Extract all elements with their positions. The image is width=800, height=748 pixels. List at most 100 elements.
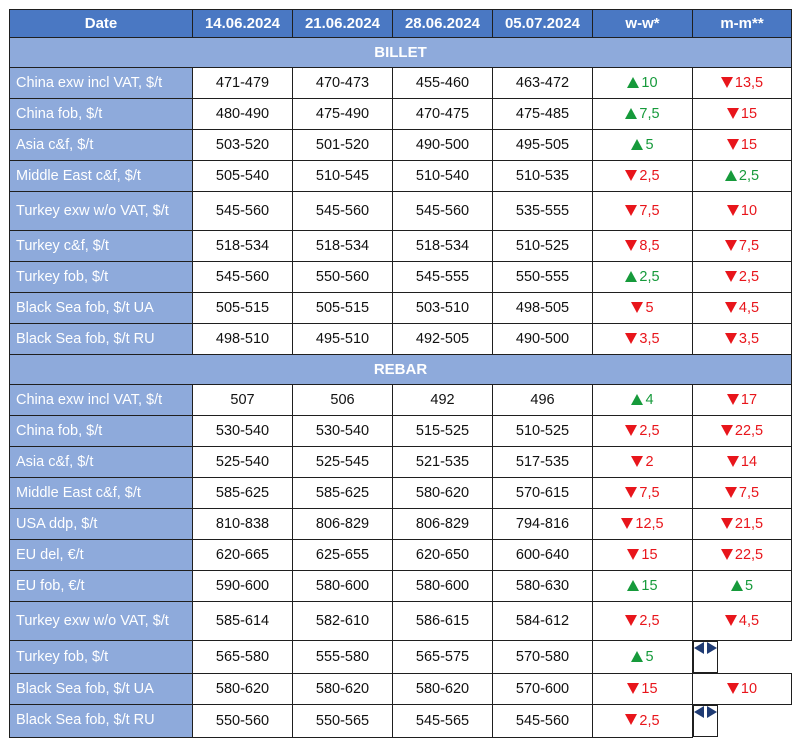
row-label: China fob, $/t bbox=[9, 415, 193, 447]
price-cell: 582-610 bbox=[292, 601, 393, 641]
triangle-down-icon bbox=[631, 455, 644, 467]
month-change-cell: 15 bbox=[692, 98, 792, 130]
change-value: 5 bbox=[645, 300, 654, 316]
table-row: China fob, $/t 530-540 530-540 515-525 510-5… bbox=[9, 415, 792, 447]
price-cell: 496 bbox=[492, 384, 593, 416]
triangle-down-icon bbox=[625, 424, 638, 436]
price-cell: 550-565 bbox=[292, 704, 393, 738]
week-change-cell: 2,5 bbox=[592, 261, 693, 293]
price-cell: 475-490 bbox=[292, 98, 393, 130]
price-cell: 555-580 bbox=[292, 640, 393, 674]
price-cell: 510-525 bbox=[492, 230, 593, 262]
price-cell: 455-460 bbox=[392, 67, 493, 99]
week-change-cell: 2,5 bbox=[592, 160, 693, 192]
month-change-cell: 15 bbox=[692, 129, 792, 161]
price-cell: 518-534 bbox=[392, 230, 493, 262]
price-table: Date 14.06.2024 21.06.2024 28.06.2024 05… bbox=[9, 9, 792, 738]
month-change-cell: 22,5 bbox=[692, 539, 792, 571]
month-change-cell: 2,5 bbox=[692, 160, 792, 192]
change-value: 5 bbox=[744, 578, 754, 594]
price-cell: 584-612 bbox=[492, 601, 593, 641]
change-value: 4,5 bbox=[738, 613, 760, 629]
triangle-down-icon bbox=[720, 76, 733, 88]
price-cell: 625-655 bbox=[292, 539, 393, 571]
table-row: Turkey c&f, $/t 518-534 518-534 518-534 510-… bbox=[9, 230, 792, 262]
month-change-cell: 10 bbox=[692, 673, 792, 705]
change-value: 2 bbox=[645, 454, 654, 470]
price-cell: 545-565 bbox=[392, 704, 493, 738]
price-cell: 545-560 bbox=[292, 191, 393, 231]
price-cell: 545-560 bbox=[192, 261, 293, 293]
price-cell: 463-472 bbox=[492, 67, 593, 99]
price-cell: 480-490 bbox=[192, 98, 293, 130]
price-cell: 490-500 bbox=[392, 129, 493, 161]
triangle-down-icon bbox=[627, 682, 640, 694]
table-row: China exw incl VAT, $/t 507 506 492 496 4 17 bbox=[9, 384, 792, 416]
price-cell: 525-545 bbox=[292, 446, 393, 478]
month-change-cell: 10 bbox=[692, 191, 792, 231]
table-row: Turkey exw w/o VAT, $/t 585-614 582-610 586… bbox=[9, 601, 792, 641]
month-change-cell: 7,5 bbox=[692, 477, 792, 509]
price-cell: 470-473 bbox=[292, 67, 393, 99]
change-value: 5 bbox=[645, 137, 654, 153]
header-date-3: 28.06.2024 bbox=[392, 9, 493, 38]
month-change-cell: 2,5 bbox=[692, 261, 792, 293]
change-value: 10 bbox=[641, 75, 658, 91]
price-cell: 580-600 bbox=[392, 570, 493, 602]
price-cell: 585-625 bbox=[292, 477, 393, 509]
change-value: 10 bbox=[740, 681, 758, 697]
row-label: Black Sea fob, $/t RU bbox=[9, 323, 193, 355]
change-value: 21,5 bbox=[734, 516, 764, 532]
table-row: Turkey fob, $/t 565-580 555-580 565-575 570-… bbox=[9, 640, 792, 674]
price-cell: 475-485 bbox=[492, 98, 593, 130]
row-label: China fob, $/t bbox=[9, 98, 193, 130]
triangle-up-icon bbox=[730, 579, 743, 591]
change-value: 2,5 bbox=[639, 423, 660, 439]
month-change-cell: 7,5 bbox=[692, 230, 792, 262]
price-cell: 590-600 bbox=[192, 570, 293, 602]
table-row: EU fob, €/t 590-600 580-600 580-600 580-630 1… bbox=[9, 570, 792, 602]
change-value: 2,5 bbox=[738, 269, 760, 285]
price-cell: 565-575 bbox=[392, 640, 493, 674]
price-cell: 620-665 bbox=[192, 539, 293, 571]
week-change-cell: 3,5 bbox=[592, 323, 693, 355]
week-change-cell: 10 bbox=[592, 67, 693, 99]
price-cell: 580-620 bbox=[292, 673, 393, 705]
triangle-down-icon bbox=[724, 239, 737, 251]
price-cell: 806-829 bbox=[292, 508, 393, 540]
change-value: 5 bbox=[645, 649, 654, 665]
price-cell: 585-614 bbox=[192, 601, 293, 641]
triangle-down-icon bbox=[621, 517, 634, 529]
section-row: REBAR bbox=[9, 354, 792, 385]
header-date: Date bbox=[9, 9, 193, 38]
triangle-down-icon bbox=[726, 138, 739, 150]
change-value: 7,5 bbox=[639, 485, 660, 501]
triangle-up-icon bbox=[631, 138, 644, 150]
change-value: 2,5 bbox=[639, 613, 660, 629]
row-label: Black Sea fob, $/t UA bbox=[9, 673, 193, 705]
row-label: USA ddp, $/t bbox=[9, 508, 193, 540]
triangle-up-icon bbox=[631, 650, 644, 662]
price-cell: 545-555 bbox=[392, 261, 493, 293]
change-value: 7,5 bbox=[738, 238, 760, 254]
table-row: China exw incl VAT, $/t 471-479 470-473 455… bbox=[9, 67, 792, 99]
price-cell: 505-515 bbox=[292, 292, 393, 324]
month-change-cell: 21,5 bbox=[692, 508, 792, 540]
triangle-down-icon bbox=[726, 682, 739, 694]
change-value: 4 bbox=[645, 392, 654, 408]
price-cell: 580-620 bbox=[392, 477, 493, 509]
month-change-cell: 22,5 bbox=[692, 415, 792, 447]
triangle-down-icon bbox=[625, 332, 638, 344]
change-value: 7,5 bbox=[639, 203, 660, 219]
triangle-down-icon bbox=[625, 169, 638, 181]
triangle-down-icon bbox=[631, 301, 644, 313]
price-cell: 518-534 bbox=[192, 230, 293, 262]
week-change-cell: 7,5 bbox=[592, 191, 693, 231]
price-cell: 495-505 bbox=[492, 129, 593, 161]
triangle-up-icon bbox=[631, 393, 644, 405]
month-change-cell: 13,5 bbox=[692, 67, 792, 99]
unchanged-arrows-icon bbox=[694, 642, 717, 658]
week-change-cell: 5 bbox=[592, 640, 693, 674]
triangle-up-icon bbox=[625, 107, 638, 119]
row-label: Turkey c&f, $/t bbox=[9, 230, 193, 262]
